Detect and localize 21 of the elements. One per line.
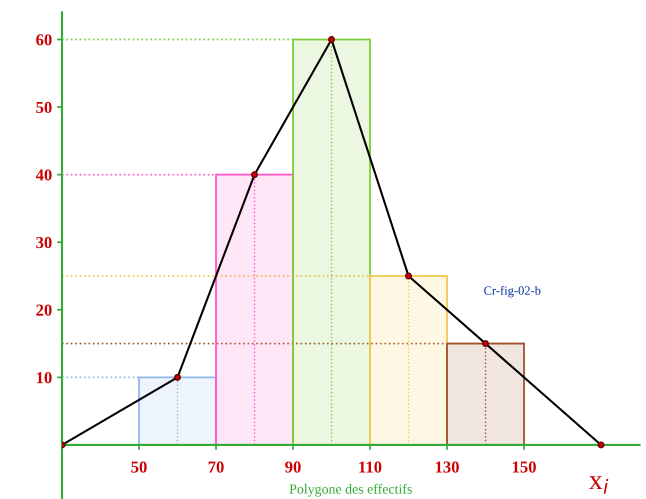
- y-tick-label: 50: [36, 102, 52, 114]
- y-tick-label: 20: [36, 304, 52, 316]
- point: [482, 340, 489, 348]
- x-tick-label: 70: [208, 461, 224, 473]
- x-tick-label: 110: [359, 461, 382, 473]
- point: [405, 272, 412, 280]
- x-tick-label: 90: [285, 461, 301, 473]
- x-tick-label: 130: [436, 461, 459, 473]
- y-tick-label: 30: [36, 236, 52, 248]
- annotation: Cr-fig-02-b: [484, 286, 540, 298]
- x-axis-title: x$_{i}$: [589, 476, 608, 494]
- y-tick-label: 40: [36, 169, 52, 181]
- text: Polygone des effectifs: [290, 484, 412, 497]
- point: [251, 171, 258, 178]
- x-tick-label: 50: [131, 461, 147, 473]
- point: [328, 36, 335, 43]
- point: [598, 441, 605, 448]
- y-tick-label: 60: [36, 34, 52, 46]
- x-tick-label: 150: [512, 461, 536, 473]
- y-tick-label: 10: [36, 372, 52, 384]
- point: [174, 374, 181, 381]
